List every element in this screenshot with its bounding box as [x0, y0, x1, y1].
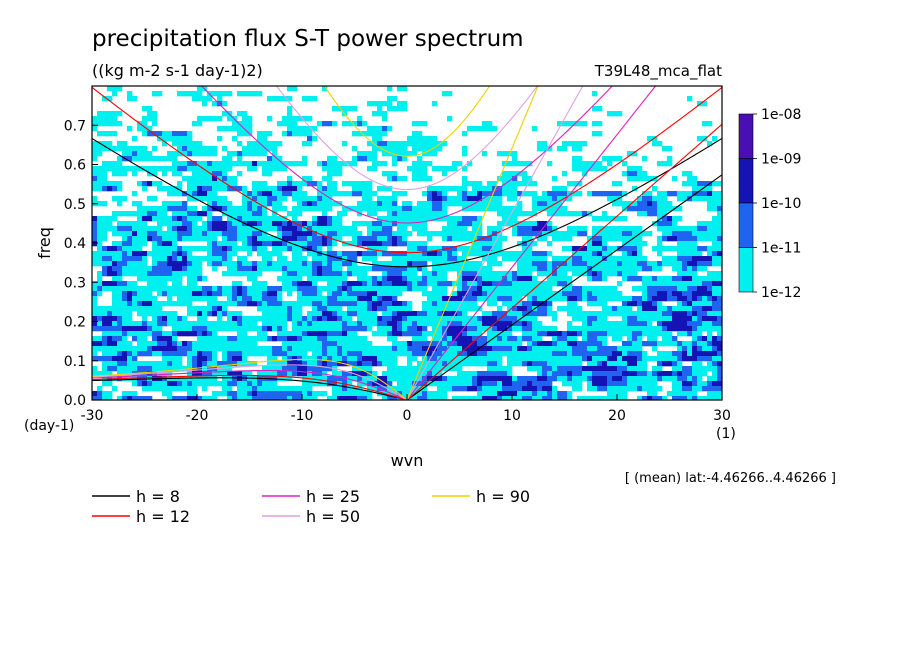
y-tick-label: 0.0: [64, 393, 86, 409]
y-tick-label: 0.6: [64, 158, 86, 174]
kelvin-wave-curve: [406, 86, 584, 400]
inertia-gravity-curve: [275, 86, 539, 191]
x-axis-label: wvn: [391, 451, 424, 470]
y-tick-label: 0.7: [64, 118, 86, 134]
legend-entry: h = 12: [136, 507, 190, 526]
legend-entry: h = 8: [136, 487, 180, 506]
legend-entry: h = 90: [476, 487, 530, 506]
y-axis: 0.0 0.1 0.2 0.3 0.4 0.5 0.6 0.7: [64, 118, 98, 409]
x-tick-label: -30: [81, 408, 104, 424]
latitude-note: [ (mean) lat:-4.46266..4.46266 ]: [625, 471, 836, 486]
y-tick-label: 0.2: [64, 315, 86, 331]
rossby-wave-curve: [92, 364, 408, 400]
spectrum-shading: [92, 86, 722, 400]
inertia-gravity-curve: [200, 86, 614, 224]
colorbar-swatch: [738, 202, 754, 248]
kelvin-wave-curve: [406, 86, 657, 400]
colorbar-label: 1e-10: [761, 196, 801, 212]
y-tick-label: 0.3: [64, 275, 86, 291]
legend-entry: h = 50: [306, 507, 360, 526]
y-tick-label: 0.5: [64, 197, 86, 213]
colorbar-label: 1e-11: [761, 241, 801, 257]
x-tick-label: 10: [503, 408, 521, 424]
legend-entry: h = 25: [306, 487, 360, 506]
inertia-gravity-curve: [323, 86, 491, 157]
x-tick-label: -10: [291, 408, 314, 424]
y-tick-label: 0.1: [64, 354, 86, 370]
kelvin-wave-curve: [406, 123, 722, 400]
rossby-wave-curve: [92, 374, 408, 400]
x-tick-label: 0: [403, 408, 412, 424]
inertia-gravity-curve: [92, 86, 722, 254]
chart-title: precipitation flux S-T power spectrum: [92, 26, 524, 52]
legend: h = 8h = 12 h = 25h = 50 h = 90: [92, 487, 530, 526]
colorbar-label: 1e-12: [761, 285, 801, 301]
colorbar-swatch: [738, 158, 754, 204]
run-label: T39L48_mca_flat: [594, 62, 722, 81]
x-tick-label: 20: [608, 408, 626, 424]
kelvin-wave-curve: [406, 86, 539, 400]
rossby-wave-curve: [92, 377, 408, 400]
colorbar-swatch: [738, 113, 754, 159]
colorbar-swatch: [738, 247, 754, 293]
chart-subtitle: ((kg m-2 s-1 day-1)2): [92, 61, 263, 80]
x-tick-label: -20: [186, 408, 209, 424]
kelvin-wave-curve: [406, 174, 722, 400]
y-axis-label: freq: [35, 227, 54, 259]
y-unit-label: (day-1): [24, 418, 74, 434]
x-axis: -30 -20 -10 0 10 20 30: [81, 394, 731, 424]
x-tick-label: 30: [713, 408, 731, 424]
rossby-wave-curve: [92, 369, 408, 400]
colorbar: 1e-08 1e-09 1e-10 1e-11 1e-12: [738, 107, 801, 301]
y-tick-label: 0.4: [64, 236, 86, 252]
rossby-wave-curve: [92, 358, 408, 400]
inertia-gravity-curve: [92, 137, 722, 268]
colorbar-label: 1e-08: [761, 107, 801, 123]
dispersion-curves: [92, 86, 722, 400]
colorbar-label: 1e-09: [761, 152, 801, 168]
x-unit-label: (1): [716, 426, 736, 442]
